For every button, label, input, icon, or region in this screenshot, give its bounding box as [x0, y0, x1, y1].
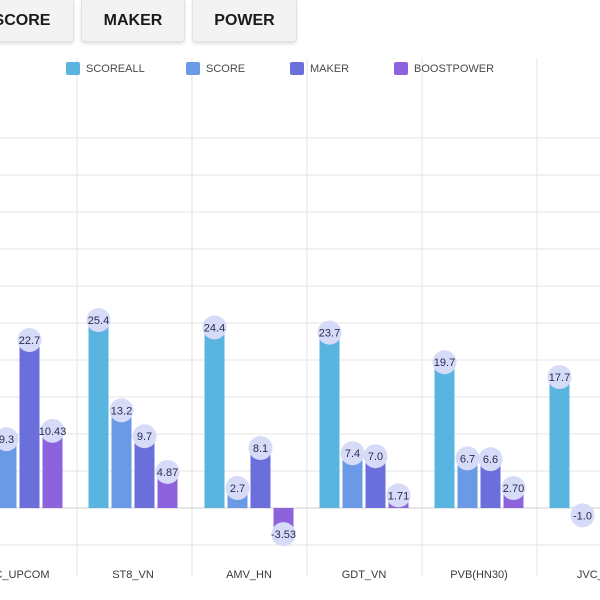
data-label-bubble [132, 424, 157, 449]
bar-chart: SCOREALL SCORE MAKER BOOSTPOWER 25.4 24.4 23.7… [0, 46, 600, 600]
bar[interactable] [457, 458, 478, 508]
bar[interactable] [19, 340, 40, 508]
bar[interactable] [111, 410, 132, 508]
legend-label[interactable]: MAKER [310, 63, 349, 75]
legend-label[interactable]: SCOREALL [86, 63, 145, 75]
data-label: 6.7 [460, 453, 475, 465]
data-label: 2.7 [230, 483, 245, 495]
data-label: 23.7 [319, 328, 340, 340]
data-label-bubble [547, 365, 572, 390]
data-label: 24.4 [204, 322, 225, 334]
data-label: 10.43 [39, 426, 67, 438]
bar[interactable] [88, 320, 109, 508]
x-tick-label: ST8_VN [112, 569, 154, 581]
data-label: 8.1 [253, 443, 268, 455]
x-tick-label: DC_UPCOM [0, 569, 49, 581]
data-label-bubble [432, 350, 457, 375]
data-label-bubble [317, 320, 342, 345]
legend-swatch[interactable] [186, 62, 200, 75]
tab-bar: SCORE MAKER POWER [0, 0, 600, 46]
bar[interactable] [549, 377, 570, 508]
data-label: 9.7 [137, 431, 152, 443]
data-label-bubble [248, 436, 273, 461]
legend-swatch[interactable] [66, 62, 80, 75]
data-label-bubble [0, 427, 19, 452]
tab-maker[interactable]: MAKER [81, 0, 185, 42]
data-label: 7.4 [345, 448, 360, 460]
data-label-bubble [155, 459, 180, 484]
data-label-bubble [340, 441, 365, 466]
data-label-bubble [478, 447, 503, 472]
data-label: 1.71 [388, 490, 409, 502]
data-label: 25.4 [88, 315, 109, 327]
data-label: 2.70 [503, 483, 524, 495]
data-label: 6.6 [483, 454, 498, 466]
tab-power[interactable]: POWER [192, 0, 297, 42]
data-label-bubble [386, 483, 411, 508]
data-label-bubble [455, 446, 480, 471]
bar[interactable] [342, 453, 363, 508]
bar[interactable] [134, 436, 155, 508]
legend-swatch[interactable] [394, 62, 408, 75]
data-label-bubble [271, 522, 296, 547]
x-tick-label: PVB(HN30) [450, 569, 507, 581]
data-label: 19.7 [434, 357, 455, 369]
bar[interactable] [0, 439, 17, 508]
tab-score[interactable]: SCORE [0, 0, 74, 42]
data-label-bubble [363, 444, 388, 469]
data-label-bubble [109, 398, 134, 423]
data-label: 7.0 [368, 451, 383, 463]
data-label: 17.7 [549, 372, 570, 384]
bar[interactable] [250, 448, 271, 508]
x-tick-label: AMV_HN [226, 569, 272, 581]
data-label: -1.0 [573, 510, 592, 522]
bar[interactable] [319, 332, 340, 508]
data-label: -3.53 [271, 529, 296, 541]
data-label: 22.7 [19, 335, 40, 347]
bar[interactable] [480, 459, 501, 508]
data-label-bubble [225, 476, 250, 501]
data-label-bubble [17, 328, 42, 353]
legend-label[interactable]: BOOSTPOWER [414, 63, 494, 75]
bar[interactable] [365, 456, 386, 508]
data-label-bubble [570, 503, 595, 528]
bar[interactable] [42, 430, 63, 508]
data-label-bubble [501, 476, 526, 501]
data-label-bubble [202, 315, 227, 340]
x-tick-label: GDT_VN [342, 569, 387, 581]
data-label: 13.2 [111, 405, 132, 417]
bar[interactable] [434, 362, 455, 508]
legend-label[interactable]: SCORE [206, 63, 245, 75]
chart-svg: SCOREALL SCORE MAKER BOOSTPOWER 25.4 24.4 23.7… [0, 58, 600, 581]
data-label: 9.3 [0, 434, 14, 446]
bar[interactable] [204, 327, 225, 508]
data-label-bubble [40, 418, 65, 443]
data-label-bubble [86, 308, 111, 333]
data-label: 4.87 [157, 467, 178, 479]
x-tick-label: JVC_V [577, 569, 600, 581]
legend-swatch[interactable] [290, 62, 304, 75]
